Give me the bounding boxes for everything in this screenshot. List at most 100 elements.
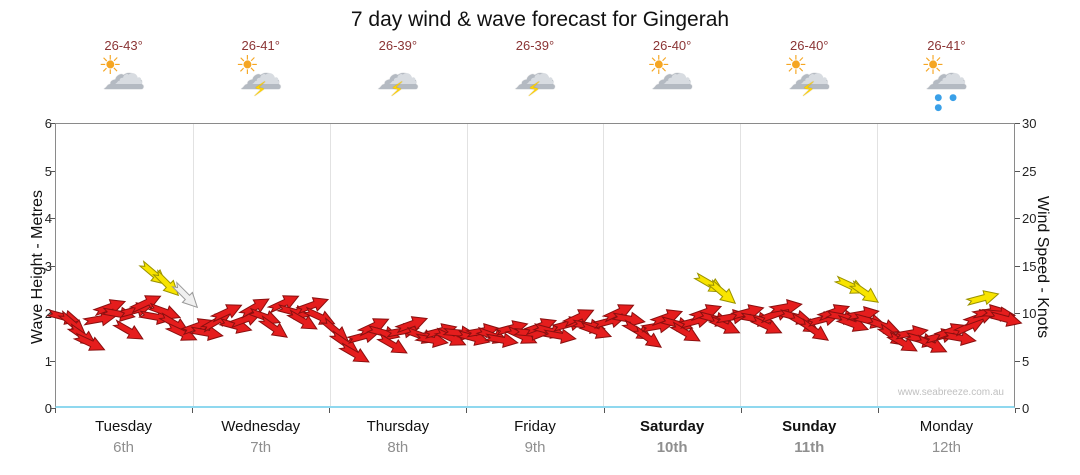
red-wind-arrow — [374, 329, 411, 360]
sun-glyph: ☀ — [921, 51, 945, 81]
red-wind-arrow — [284, 306, 321, 337]
day-header-row: 26-43° ☀ ☁ ☁ 26-41° ☀ ☁ ☁ ⚡ 26-39° ☁ ☁ ⚡ 26-39° ☁ ☁ ⚡ 26-… — [55, 38, 1015, 116]
sun-glyph: ☀ — [98, 51, 122, 81]
drops-glyph: ● ● ● — [934, 93, 959, 113]
storm-sun-weather-icon: ☀ ☁ ☁ ⚡ — [235, 49, 287, 107]
tick-mark — [50, 170, 55, 172]
bolt-glyph: ⚡ — [526, 77, 542, 101]
x-axis-labels: Tuesday 6th Wednesday 7th Thursday 8th Friday 9… — [55, 418, 1015, 456]
wave-height-tick: 5 — [44, 163, 52, 179]
tick-mark — [603, 408, 605, 413]
red-wind-arrow — [394, 310, 431, 337]
wind-speed-tick: 15 — [1022, 258, 1037, 274]
wind-speed-tick: 20 — [1022, 211, 1037, 226]
tick-mark — [1015, 170, 1020, 172]
day-separator — [329, 124, 331, 406]
wave-height-tick: 2 — [44, 306, 52, 321]
red-wind-arrow — [706, 312, 744, 341]
watermark: www.seabreeze.com.au — [897, 387, 1004, 398]
cloud-glyph: ☁ — [375, 49, 420, 100]
day-header-sunday: 26-40° ☀ ☁ ☁ ⚡ — [741, 38, 878, 116]
cloud-glyph: ☁ — [238, 49, 283, 100]
cloud2-glyph: ☁ — [250, 57, 281, 92]
sun-glyph: ☀ — [784, 51, 808, 81]
wind-speed-tick: 30 — [1022, 116, 1037, 131]
day-date: 6th — [113, 439, 134, 456]
wave-height-tick: 4 — [44, 211, 52, 226]
temperature-range: 26-39° — [378, 38, 418, 53]
tick-mark — [50, 123, 55, 124]
cloud-glyph: ☁ — [787, 49, 832, 100]
red-wind-arrow — [413, 329, 449, 351]
day-header-saturday: 26-40° ☀ ☁ ☁ — [604, 38, 741, 116]
x-label-monday: Monday 12th — [878, 418, 1015, 456]
tick-mark — [466, 408, 468, 413]
day-header-wednesday: 26-41° ☀ ☁ ☁ ⚡ — [192, 38, 329, 116]
tick-mark — [50, 265, 55, 267]
day-header-thursday: 26-39° ☁ ☁ ⚡ — [329, 38, 466, 116]
red-wind-arrow — [884, 327, 921, 358]
sun-rain-weather-icon: ☀ ☁ ☁ ● ● ● — [920, 49, 972, 113]
wind-speed-tick: 25 — [1022, 163, 1037, 179]
day-date: 11th — [794, 439, 825, 456]
yellow-wind-arrow — [846, 277, 883, 310]
tick-mark — [329, 408, 331, 413]
red-wind-arrow — [668, 318, 705, 349]
sun-cloud-weather-icon: ☀ ☁ ☁ — [98, 49, 150, 107]
day-name: Tuesday — [95, 418, 153, 435]
day-date: 12th — [931, 439, 962, 456]
wave-height-tick: 6 — [44, 116, 52, 131]
white-wind-arrow — [169, 278, 204, 313]
temperature-range: 26-39° — [515, 38, 555, 53]
day-separator — [603, 124, 605, 406]
red-wind-arrow — [294, 292, 331, 319]
red-wind-arrow — [110, 315, 147, 346]
wind-speed-tick: 10 — [1022, 306, 1037, 321]
day-separator — [192, 124, 194, 406]
red-wind-arrow — [796, 314, 833, 347]
sun-glyph: ☀ — [647, 51, 671, 81]
tick-mark — [50, 408, 55, 409]
tick-mark — [877, 408, 879, 413]
yellow-wind-arrow — [705, 276, 741, 310]
tick-mark — [1015, 313, 1020, 314]
cloud2-glyph: ☁ — [936, 57, 967, 92]
wave-height-tick: 3 — [44, 258, 52, 274]
x-label-saturday: Saturday 10th — [604, 418, 741, 456]
x-label-wednesday: Wednesday 7th — [192, 418, 329, 456]
bolt-glyph: ⚡ — [389, 77, 404, 101]
cloud2-glyph: ☁ — [387, 57, 418, 92]
tick-mark — [50, 218, 55, 219]
day-header-friday: 26-39° ☁ ☁ ⚡ — [466, 38, 603, 116]
red-wind-arrow — [208, 298, 246, 327]
cloud-glyph: ☁ — [101, 49, 146, 100]
tick-mark — [55, 408, 56, 413]
day-separator — [466, 124, 468, 406]
x-label-friday: Friday 9th — [466, 418, 603, 456]
wave-height-tick: 1 — [44, 353, 52, 369]
page-title: 7 day wind & wave forecast for Gingerah — [350, 8, 730, 31]
day-header-tuesday: 26-43° ☀ ☁ ☁ — [55, 38, 192, 116]
red-wind-arrow — [748, 312, 786, 341]
day-name: Saturday — [640, 418, 705, 435]
red-wind-arrow — [72, 328, 110, 357]
tick-mark — [1015, 123, 1020, 124]
red-wind-arrow — [484, 329, 520, 351]
tick-mark — [1015, 360, 1020, 362]
day-header-monday: 26-41° ☀ ☁ ☁ ● ● ● — [878, 38, 1015, 116]
red-wind-arrow — [913, 330, 951, 359]
wind-speed-tick: 5 — [1022, 353, 1030, 369]
day-name: Wednesday — [221, 418, 301, 435]
red-wind-arrow — [189, 322, 225, 344]
red-wind-arrow — [336, 339, 373, 370]
x-label-sunday: Sunday 11th — [741, 418, 878, 456]
forecast-chart: www.seabreeze.com.au — [45, 123, 1023, 408]
x-label-tuesday: Tuesday 6th — [55, 418, 192, 456]
wind-speed-tick: 0 — [1022, 401, 1030, 416]
tick-mark — [1015, 265, 1020, 267]
day-name: Thursday — [366, 418, 430, 435]
tick-mark — [1015, 408, 1020, 409]
storm-sun-weather-icon: ☀ ☁ ☁ ⚡ — [783, 49, 835, 107]
day-date: 9th — [524, 439, 546, 456]
